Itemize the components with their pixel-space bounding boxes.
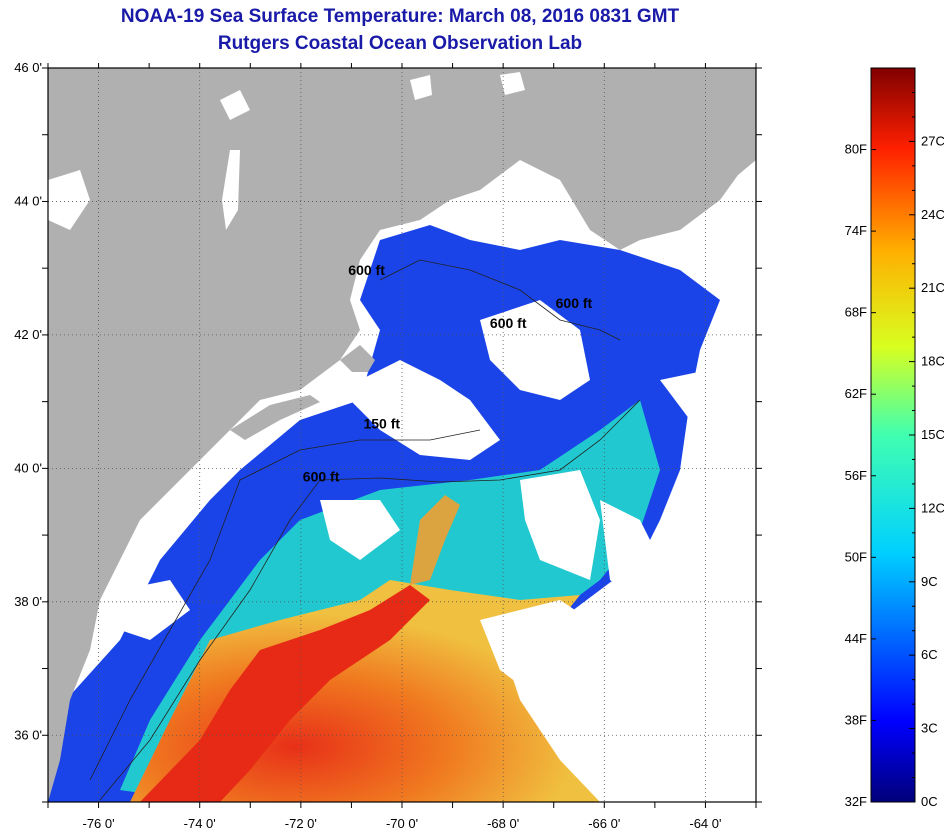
colorbar-celsius-label: 12C — [921, 500, 944, 515]
inland-water — [48, 72, 525, 230]
colorbar-gradient — [870, 67, 916, 803]
lon-label: -68 0' — [487, 816, 519, 831]
contour-label: 600 ft — [490, 315, 527, 331]
lon-label: -66 0' — [588, 816, 620, 831]
lon-label: -72 0' — [285, 816, 317, 831]
sst-map: 600 ft 600 ft 600 ft 150 ft 600 ft — [48, 68, 756, 802]
lon-label: -74 0' — [184, 816, 216, 831]
land-cape-cod — [340, 345, 375, 372]
contour-150ft — [89, 429, 481, 781]
colorbar-celsius-label: 0C — [921, 794, 938, 809]
contour-label-layer: 600 ft 600 ft 600 ft 150 ft 600 ft — [303, 262, 593, 485]
colorbar-celsius-label: 21C — [921, 280, 944, 295]
lon-label: -64 0' — [689, 816, 721, 831]
colorbar-celsius-label: 15C — [921, 427, 944, 442]
colorbar-ticks — [871, 67, 915, 803]
colorbar-fahrenheit-label: 32F — [845, 794, 867, 809]
lat-label: 38 0' — [14, 594, 42, 609]
bathymetry-contours — [89, 259, 641, 801]
colorbar-fahrenheit-label: 68F — [845, 305, 867, 320]
contour-label: 600 ft — [348, 262, 385, 278]
colorbar-celsius-label: 27C — [921, 133, 944, 148]
colorbar-celsius-labels: 27C 24C 21C 18C 15C 12C 9C 6C 3C 0C — [921, 133, 944, 809]
colorbar-celsius-label: 9C — [921, 574, 938, 589]
contour-600ft — [99, 399, 641, 801]
axis-ticks — [42, 63, 762, 808]
contour-gulf-of-maine — [379, 259, 621, 341]
contour-label: 600 ft — [303, 469, 340, 485]
longitude-labels: -76 0' -74 0' -72 0' -70 0' -68 0' -66 0' -64 … — [83, 816, 722, 831]
latitude-labels: 46 0' 44 0' 42 0' 40 0' 38 0' 36 0' — [14, 60, 42, 742]
colorbar-celsius-label: 6C — [921, 647, 938, 662]
land-long-island — [230, 395, 320, 440]
colorbar-fahrenheit-label: 44F — [845, 631, 867, 646]
lon-label: -76 0' — [83, 816, 115, 831]
land-north-america — [48, 68, 756, 802]
lat-label: 44 0' — [14, 193, 42, 208]
land-nova-scotia — [600, 95, 756, 240]
warm-filament — [410, 495, 460, 585]
colorbar-fahrenheit-label: 80F — [845, 142, 867, 157]
lat-label: 40 0' — [14, 460, 42, 475]
colorbar-fahrenheit-label: 62F — [845, 386, 867, 401]
colorbar-fahrenheit-label: 74F — [845, 223, 867, 238]
colorbar-celsius-label: 24C — [921, 207, 944, 222]
contour-label: 150 ft — [363, 415, 400, 431]
cloud-cover — [120, 300, 756, 802]
lat-label: 46 0' — [14, 60, 42, 75]
colorbar: 80F 74F 68F 62F 56F 50F 44F 38F 32F 27C 24C 21C 18C… — [845, 67, 944, 809]
colorbar-celsius-label: 3C — [921, 721, 938, 736]
lon-label: -70 0' — [386, 816, 418, 831]
map-subtitle: Rutgers Coastal Ocean Observation Lab — [217, 33, 583, 54]
contour-label: 600 ft — [556, 295, 593, 311]
colorbar-celsius-label: 18C — [921, 354, 944, 369]
lat-label: 36 0' — [14, 727, 42, 742]
map-title: NOAA-19 Sea Surface Temperature: March 0… — [120, 6, 680, 27]
gulf-stream-hot-band — [140, 585, 430, 802]
colorbar-fahrenheit-label: 50F — [845, 549, 867, 564]
colorbar-fahrenheit-label: 56F — [845, 468, 867, 483]
lat-label: 42 0' — [14, 327, 42, 342]
colorbar-fahrenheit-labels: 80F 74F 68F 62F 56F 50F 44F 38F 32F — [845, 142, 867, 809]
colorbar-fahrenheit-label: 38F — [845, 712, 867, 727]
